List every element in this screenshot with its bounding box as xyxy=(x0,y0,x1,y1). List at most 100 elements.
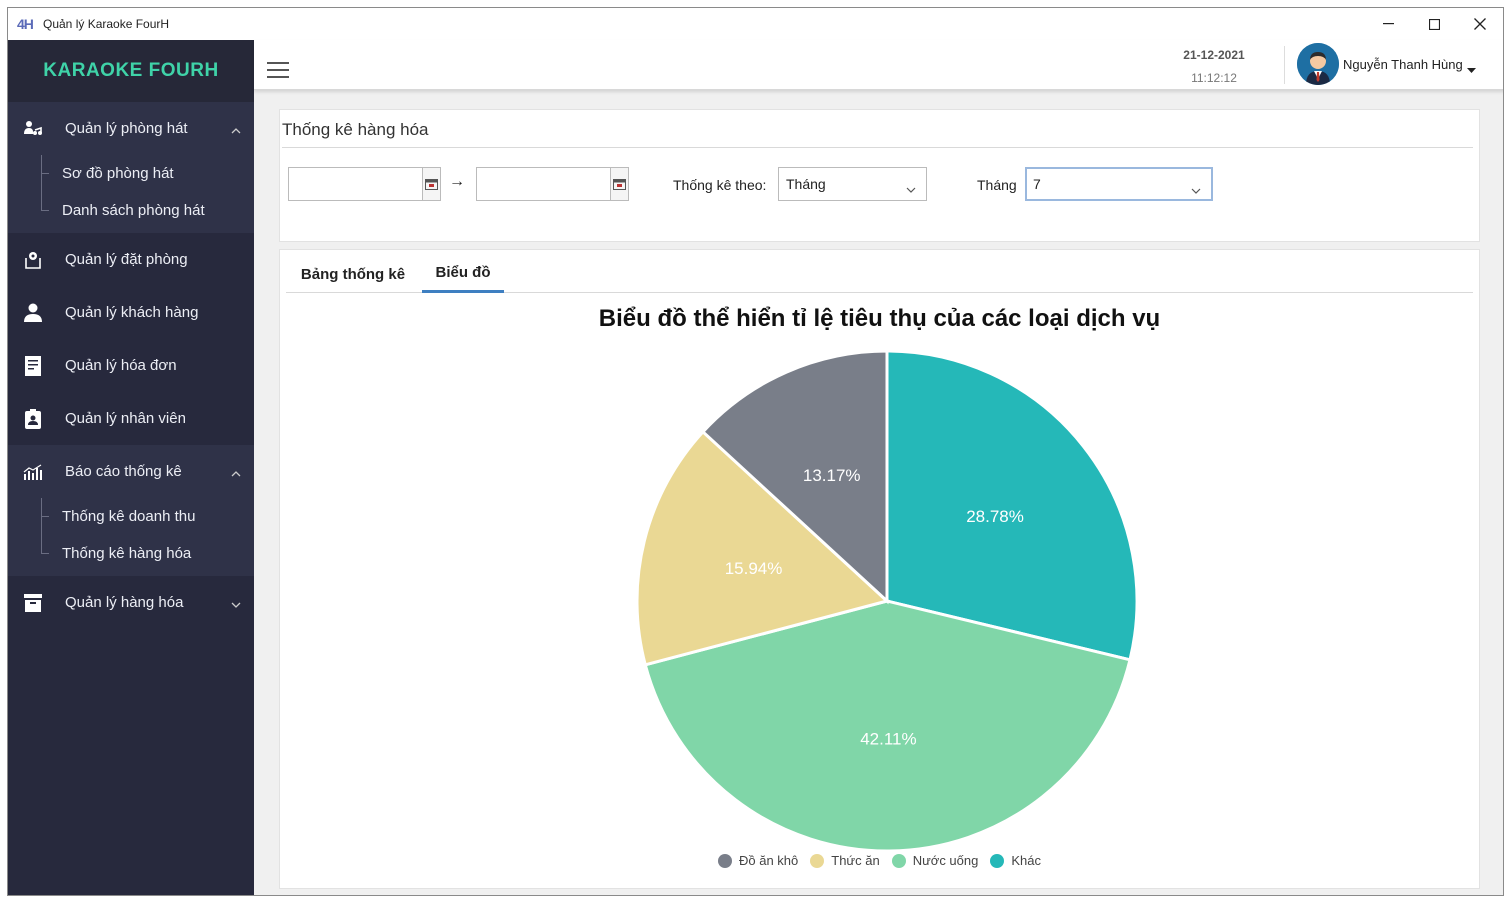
from-date-picker-button[interactable] xyxy=(422,167,441,201)
app-logo-icon: 4H xyxy=(17,16,34,32)
calendar-icon xyxy=(613,178,626,190)
legend-item[interactable]: Khác xyxy=(990,853,1041,868)
maximize-icon xyxy=(1428,18,1440,30)
calendar-icon xyxy=(425,178,438,190)
sidebar-item-invoices[interactable]: Quản lý hóa đơn xyxy=(8,339,254,392)
legend-label: Nước uống xyxy=(912,853,979,868)
window-title: Quản lý Karaoke FourH xyxy=(43,17,170,31)
tab-bar: Bảng thống kê Biểu đồ xyxy=(286,255,1473,293)
group-by-value: Tháng xyxy=(786,176,826,192)
chart-title: Biểu đồ thể hiển tỉ lệ tiêu thụ của các … xyxy=(598,305,1161,332)
tab-stats-table[interactable]: Bảng thống kê xyxy=(292,255,414,293)
tree-tick xyxy=(41,516,49,517)
group-by-label: Thống kê theo: xyxy=(673,177,767,193)
current-time: 11:12:12 xyxy=(1191,71,1237,85)
caret-down-icon[interactable] xyxy=(1467,61,1476,79)
tab-chart[interactable]: Biểu đồ xyxy=(422,255,504,293)
submenu-rooms: Sơ đồ phòng hát Danh sách phòng hát xyxy=(8,155,254,233)
legend-dot xyxy=(891,853,906,868)
chevron-up-icon xyxy=(231,121,241,138)
sidebar-item-label: Báo cáo thống kê xyxy=(65,463,182,480)
sidebar-subitem-label: Thống kê hàng hóa xyxy=(62,545,192,562)
sidebar-item-staff[interactable]: Quản lý nhân viên xyxy=(8,392,254,445)
menu-group-reports: Báo cáo thống kê Thống kê doanh thu Thốn… xyxy=(8,445,254,576)
sidebar-item-customers[interactable]: Quản lý khách hàng xyxy=(8,286,254,339)
window-controls xyxy=(1365,8,1503,40)
app-window: 4H Quản lý Karaoke FourH KARAOKE FOURH Q… xyxy=(7,7,1504,896)
hamburger-menu-icon[interactable] xyxy=(267,62,289,78)
avatar[interactable] xyxy=(1297,43,1339,85)
id-badge-icon xyxy=(23,408,43,429)
pie-slice-0[interactable] xyxy=(885,349,1139,662)
user-avatar-icon xyxy=(1297,43,1339,85)
sidebar-subitem-label: Sơ đồ phòng hát xyxy=(62,165,174,182)
chart-panel: Bảng thống kê Biểu đồ Biểu đồ thể hiển t… xyxy=(279,249,1480,889)
legend-dot xyxy=(990,853,1005,868)
sidebar-item-label: Quản lý nhân viên xyxy=(65,410,186,427)
chevron-down-icon xyxy=(1191,181,1201,197)
sidebar-item-label: Quản lý đặt phòng xyxy=(65,251,188,268)
submenu-reports: Thống kê doanh thu Thống kê hàng hóa xyxy=(8,498,254,576)
user-name[interactable]: Nguyễn Thanh Hùng xyxy=(1343,57,1463,72)
current-date: 21-12-2021 xyxy=(1183,48,1245,62)
legend-label: Đồ ăn khô xyxy=(738,853,799,868)
legend-label: Thức ăn xyxy=(831,853,880,868)
pie-slice-label: 13.17% xyxy=(803,466,861,485)
to-date-input[interactable] xyxy=(476,167,611,201)
divider xyxy=(282,147,1473,148)
invoice-icon xyxy=(23,355,43,376)
to-date-picker-button[interactable] xyxy=(610,167,629,201)
sidebar-item-label: Quản lý phòng hát xyxy=(65,120,188,137)
brand-title: KARAOKE FOURH xyxy=(8,40,254,102)
chart-bars-icon xyxy=(23,462,43,482)
sidebar-item-reports[interactable]: Báo cáo thống kê xyxy=(8,445,254,498)
sidebar-subitem-room-list[interactable]: Danh sách phòng hát xyxy=(8,192,254,229)
tree-tick xyxy=(41,553,49,554)
sidebar-item-goods[interactable]: Quản lý hàng hóa xyxy=(8,576,254,629)
legend-label: Khác xyxy=(1011,853,1041,868)
pie-slice-label: 42.11% xyxy=(860,729,916,748)
sidebar-subitem-room-map[interactable]: Sơ đồ phòng hát xyxy=(8,155,254,192)
top-header: 21-12-2021 11:12:12 Nguyễn Thanh Hùng xyxy=(254,40,1503,90)
sidebar-item-booking[interactable]: Quản lý đặt phòng xyxy=(8,233,254,286)
minimize-icon xyxy=(1382,23,1394,25)
pie-slice-2[interactable] xyxy=(635,429,891,667)
users-music-icon xyxy=(23,119,43,139)
legend-item[interactable]: Đồ ăn khô xyxy=(717,853,799,868)
from-date-input[interactable] xyxy=(288,167,423,201)
maximize-button[interactable] xyxy=(1411,8,1457,40)
close-button[interactable] xyxy=(1457,8,1503,40)
menu-group-rooms: Quản lý phòng hát Sơ đồ phòng hát Danh s… xyxy=(8,102,254,233)
sidebar-item-label: Quản lý khách hàng xyxy=(65,304,199,321)
tab-label: Bảng thống kê xyxy=(300,265,406,283)
legend-item[interactable]: Thức ăn xyxy=(810,853,880,868)
pie-slice-1[interactable] xyxy=(643,599,1132,850)
group-by-select[interactable]: Tháng xyxy=(778,167,927,201)
close-icon xyxy=(1474,18,1486,30)
sidebar-subitem-label: Danh sách phòng hát xyxy=(62,202,205,219)
sidebar-subitem-goods-stats[interactable]: Thống kê hàng hóa xyxy=(8,535,254,572)
pie-slice-3[interactable] xyxy=(700,349,889,605)
minimize-button[interactable] xyxy=(1365,8,1411,40)
tree-line xyxy=(41,155,42,211)
pie-slice-label: 15.94% xyxy=(725,559,783,578)
sidebar-item-rooms[interactable]: Quản lý phòng hát xyxy=(8,102,254,155)
legend-item[interactable]: Nước uống xyxy=(891,853,979,868)
chevron-down-icon xyxy=(906,180,916,196)
archive-icon xyxy=(23,593,43,613)
pie-slice-label: 28.78% xyxy=(966,507,1024,526)
month-label: Tháng xyxy=(977,177,1017,193)
legend-dot xyxy=(717,853,732,868)
tree-line xyxy=(41,498,42,554)
chart-legend: Đồ ăn khô Thức ăn Nước uống Khác xyxy=(280,853,1479,868)
clock: 21-12-2021 11:12:12 xyxy=(1164,48,1264,85)
user-icon xyxy=(23,303,43,323)
title-bar: 4H Quản lý Karaoke FourH xyxy=(8,8,1503,40)
month-select[interactable]: 7 xyxy=(1025,167,1213,201)
tab-label: Biểu đồ xyxy=(435,264,491,281)
sidebar-item-label: Quản lý hàng hóa xyxy=(65,594,184,611)
tree-tick xyxy=(41,173,49,174)
filter-panel: Thống kê hàng hóa → Thống kê theo: Tháng… xyxy=(279,109,1480,242)
sidebar-subitem-revenue-stats[interactable]: Thống kê doanh thu xyxy=(8,498,254,535)
page-title: Thống kê hàng hóa xyxy=(282,120,429,139)
